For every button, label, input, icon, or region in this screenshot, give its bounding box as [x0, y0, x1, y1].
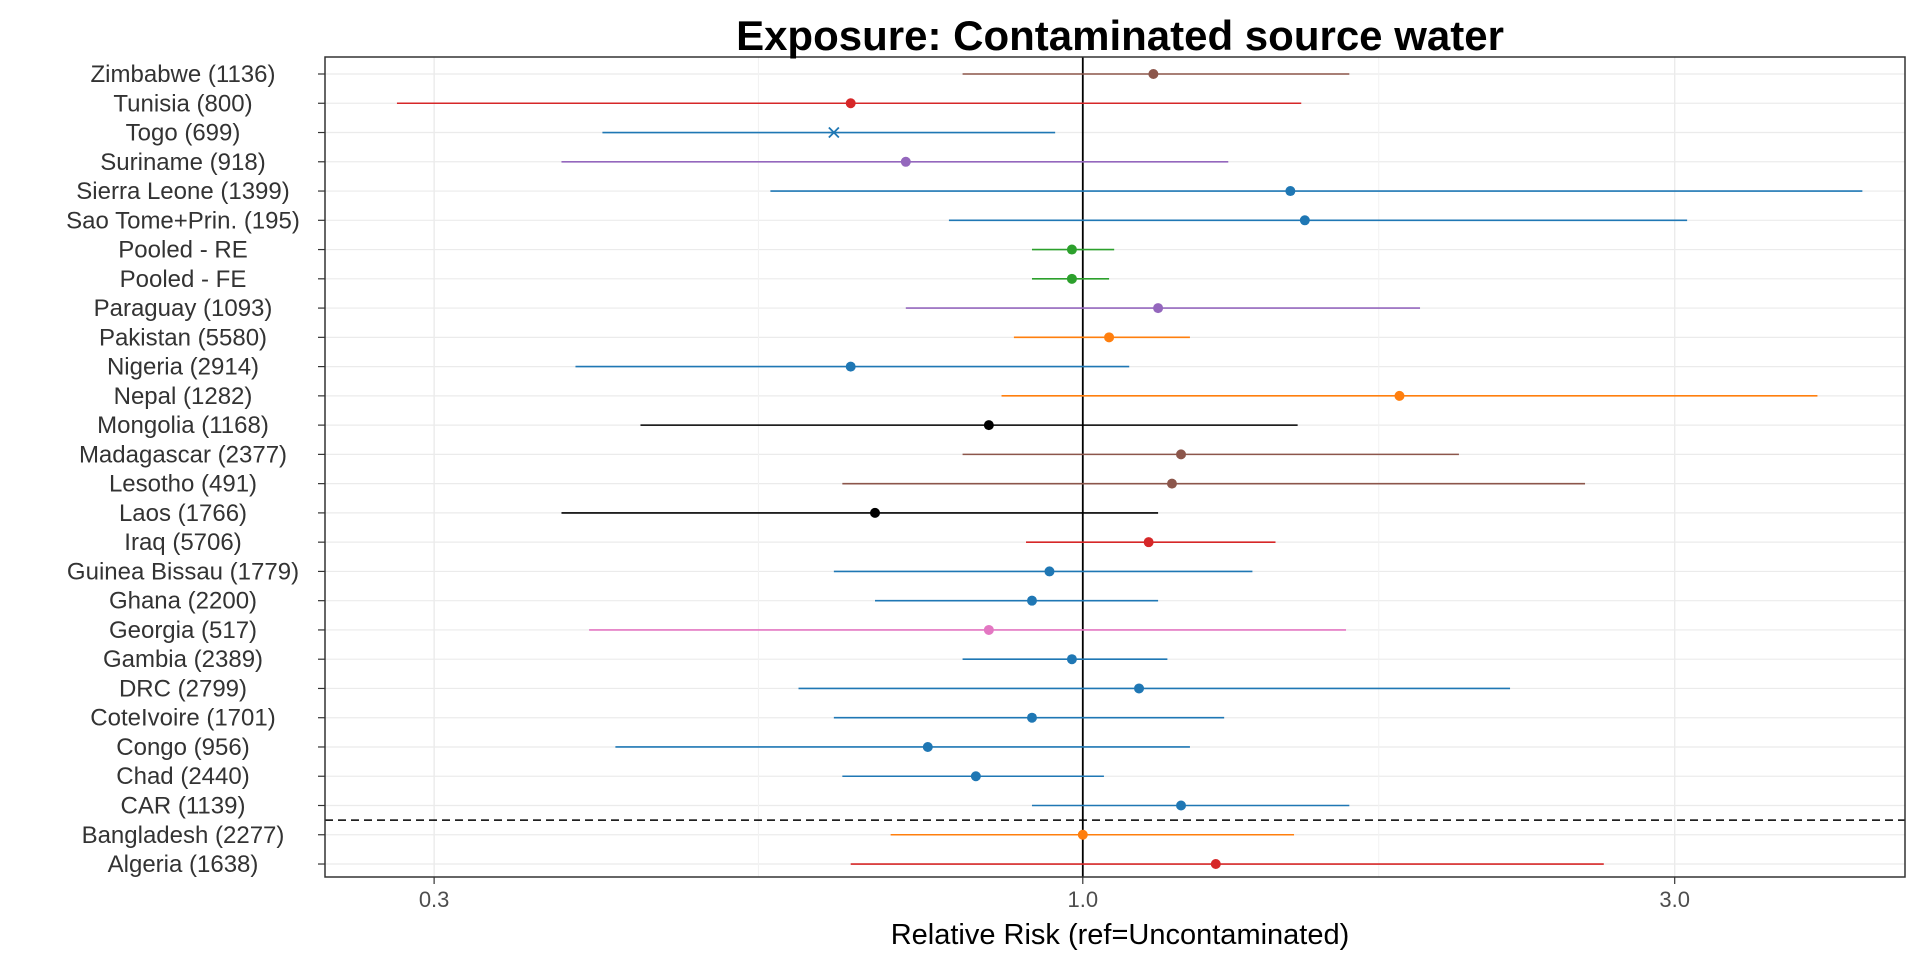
y-tick-label: Congo (956): [116, 734, 249, 761]
y-tick-label: Ghana (2200): [109, 588, 257, 615]
y-tick-label: Nepal (1282): [114, 383, 253, 410]
y-axis: Zimbabwe (1136)Tunisia (800) Togo (699)Su…: [66, 61, 325, 878]
point-estimate: [922, 741, 933, 752]
plot-panel-background: [325, 57, 1905, 877]
y-tick-label: Chad (2440): [116, 763, 249, 790]
point-estimate: [1176, 449, 1187, 460]
point-estimate: [983, 420, 994, 431]
point-estimate: [1153, 303, 1164, 314]
x-axis: 0.3 1.0 3.0: [419, 877, 1690, 912]
y-tick-label: Pooled - RE: [118, 237, 247, 264]
y-tick-label: Suriname (918): [100, 149, 265, 176]
point-estimate: [1143, 537, 1154, 548]
y-tick-label: CAR (1139): [121, 793, 246, 820]
y-tick-label: Iraq (5706): [124, 529, 241, 556]
y-tick-label: Sao Tome+Prin. (195): [66, 207, 300, 234]
y-tick-label: Georgia (517): [109, 617, 257, 644]
point-estimate: [1285, 186, 1296, 197]
y-tick-label: Bangladesh (2277): [82, 822, 285, 849]
forest-series: [325, 57, 1905, 877]
point-estimate: [983, 624, 994, 635]
point-estimate: [1176, 800, 1187, 811]
y-tick-label: Mongolia (1168): [97, 412, 269, 439]
point-estimate: [970, 771, 981, 782]
y-tick-label: Madagascar (2377): [79, 441, 287, 468]
point-estimate: [1299, 215, 1310, 226]
point-estimate: [1104, 332, 1115, 343]
point-estimate: [900, 156, 911, 167]
y-tick-label: DRC (2799): [119, 675, 247, 702]
point-estimate: [870, 507, 881, 518]
point-estimate: [1134, 683, 1145, 694]
y-tick-label: Sierra Leone (1399): [76, 178, 289, 205]
y-tick-label: Algeria (1638): [108, 851, 259, 878]
x-axis-label: Relative Risk (ref=Uncontaminated): [891, 919, 1350, 951]
y-tick-label: Lesotho (491): [109, 471, 257, 498]
x-tick-label: 0.3: [419, 887, 450, 912]
point-estimate: [1026, 712, 1037, 723]
y-tick-label: Togo (699): [126, 120, 241, 147]
point-estimate: [845, 98, 856, 109]
point-estimate: [1210, 859, 1221, 870]
point-estimate: [1066, 273, 1077, 284]
plot-panel-border: [324, 56, 1906, 878]
y-tick-label: CoteIvoire (1701): [90, 705, 275, 732]
x-tick-label: 1.0: [1067, 887, 1098, 912]
point-estimate: [1044, 566, 1055, 577]
y-tick-label: Paraguay (1093): [94, 295, 273, 322]
point-estimate: [845, 361, 856, 372]
point-estimate: [1077, 829, 1088, 840]
y-tick-label: Nigeria (2914): [107, 354, 259, 381]
y-tick-label: Guinea Bissau (1779): [67, 558, 299, 585]
y-tick-label: Tunisia (800): [113, 90, 252, 117]
point-estimate: [1026, 595, 1037, 606]
y-tick-label: Gambia (2389): [103, 646, 263, 673]
y-tick-label: Pooled - FE: [120, 266, 247, 293]
point-estimate: [1394, 390, 1405, 401]
y-tick-label: Laos (1766): [119, 500, 247, 527]
x-tick-label: 3.0: [1659, 887, 1690, 912]
point-estimate: [1148, 69, 1159, 79]
chart-title: Exposure: Contaminated source water: [736, 12, 1504, 59]
point-estimate: [1066, 244, 1077, 255]
y-tick-label: Pakistan (5580): [99, 324, 267, 351]
y-tick-label: Zimbabwe (1136): [91, 61, 276, 88]
point-estimate: [1166, 478, 1177, 489]
point-estimate: [1066, 654, 1077, 665]
